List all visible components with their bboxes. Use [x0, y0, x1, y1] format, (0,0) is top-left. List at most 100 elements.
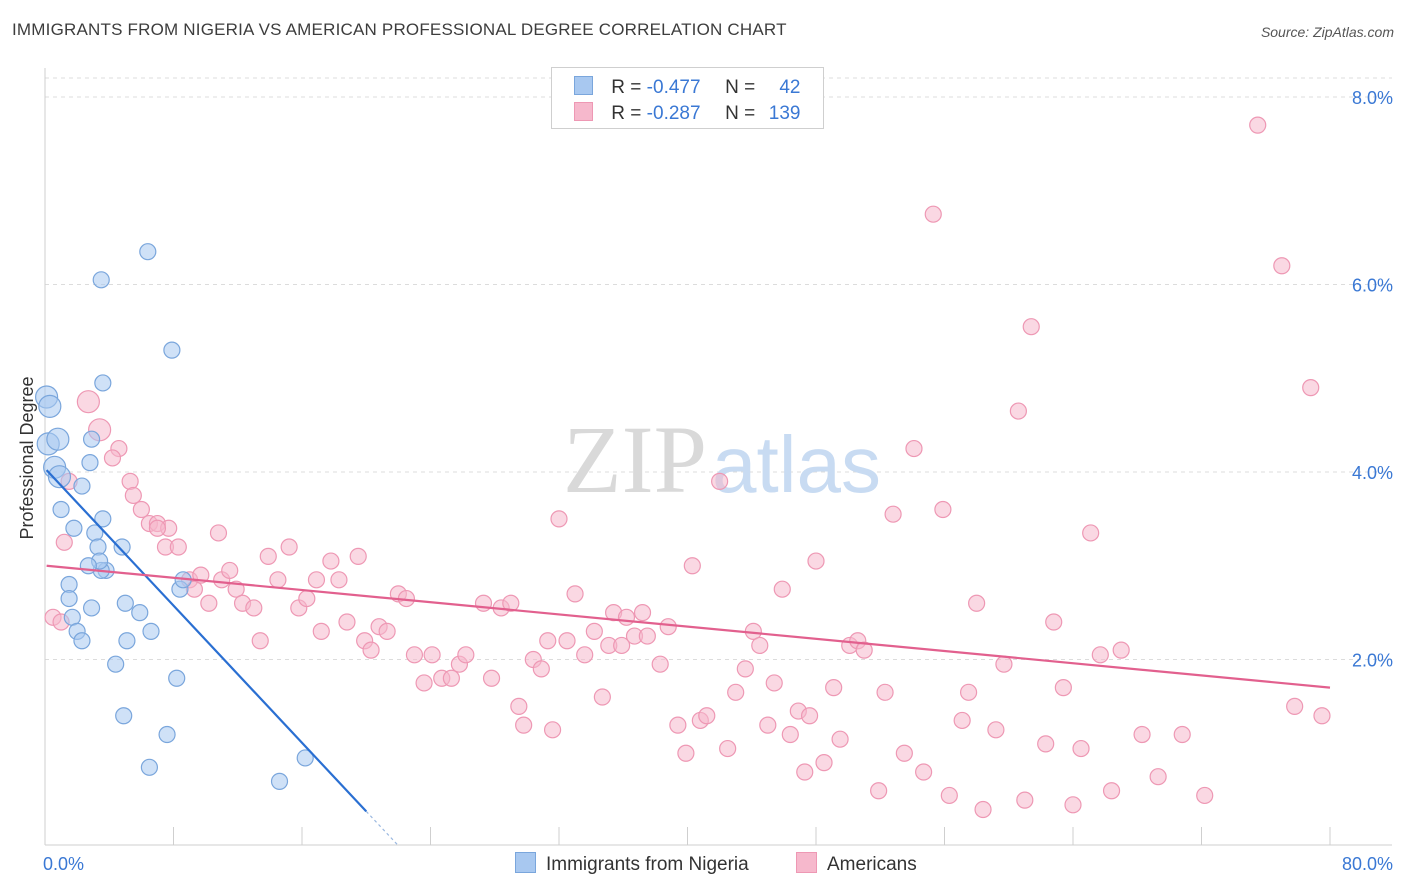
point-americans — [1302, 379, 1320, 397]
trend-line-nigeria — [45, 469, 368, 813]
point-americans — [1091, 646, 1109, 664]
point-nigeria — [131, 604, 149, 622]
legend-r-value: -0.287 — [646, 103, 701, 124]
point-americans — [442, 669, 460, 687]
trend-line-nigeria-extension — [365, 810, 399, 847]
legend-r-value: -0.477 — [646, 77, 701, 98]
point-americans — [1037, 735, 1055, 753]
point-americans — [349, 547, 367, 565]
point-americans — [1112, 641, 1130, 659]
point-americans — [550, 510, 568, 528]
trend-lines — [45, 469, 1331, 847]
point-americans — [124, 486, 142, 505]
point-americans — [1054, 679, 1072, 697]
point-americans — [543, 721, 562, 739]
point-americans — [924, 205, 942, 223]
point-americans — [987, 721, 1005, 739]
point-americans — [651, 655, 669, 673]
point-americans — [280, 538, 298, 556]
point-americans — [781, 725, 799, 744]
point-americans — [855, 641, 873, 659]
point-americans — [800, 707, 819, 725]
point-nigeria — [116, 594, 134, 612]
point-americans — [995, 655, 1013, 673]
legend-swatch-nigeria — [574, 76, 593, 95]
point-americans — [1149, 768, 1167, 786]
point-americans — [502, 594, 520, 612]
point-americans — [905, 439, 923, 458]
point-nigeria — [270, 772, 289, 790]
point-americans — [121, 472, 139, 490]
watermark-atlas: atlas — [712, 420, 881, 509]
point-americans — [727, 683, 745, 701]
legend-box: R = -0.477 N = 42 R = -0.287 N = 139 — [551, 67, 824, 129]
point-americans — [796, 763, 814, 781]
legend-r-label: R = — [611, 103, 642, 124]
point-americans — [510, 697, 528, 715]
point-nigeria — [94, 510, 112, 528]
legend-n-value: 139 — [768, 103, 801, 124]
point-americans — [1313, 707, 1331, 725]
point-nigeria — [113, 538, 131, 556]
watermark-zip: ZIP — [563, 406, 707, 513]
point-americans — [132, 500, 150, 519]
point-americans — [736, 660, 754, 678]
point-americans — [974, 800, 992, 819]
point-americans — [915, 763, 933, 781]
point-americans — [200, 594, 218, 612]
bottom-legend-label-nigeria: Immigrants from Nigeria — [546, 854, 749, 875]
point-americans — [876, 683, 894, 701]
point-americans — [405, 646, 424, 664]
point-nigeria — [60, 589, 78, 608]
point-nigeria — [94, 374, 112, 392]
point-nigeria — [139, 243, 157, 261]
point-americans — [55, 533, 73, 551]
point-americans — [1173, 725, 1191, 744]
y-tick-label: 2.0% — [1352, 651, 1393, 671]
point-americans — [884, 505, 902, 523]
point-nigeria — [52, 500, 70, 519]
point-americans — [940, 786, 958, 805]
point-nigeria — [47, 465, 72, 489]
point-nigeria — [118, 632, 136, 650]
point-americans — [959, 683, 978, 701]
point-americans — [103, 449, 122, 467]
point-americans — [169, 538, 187, 556]
point-americans — [378, 622, 396, 640]
point-americans — [934, 500, 952, 519]
point-americans — [1016, 791, 1034, 809]
point-nigeria — [107, 655, 125, 673]
point-americans — [251, 632, 269, 650]
point-nigeria — [163, 341, 181, 359]
point-americans — [585, 622, 603, 640]
point-americans — [245, 599, 263, 617]
point-americans — [825, 679, 843, 697]
point-nigeria — [168, 669, 186, 687]
bottom-legend-nigeria[interactable]: Immigrants from Nigeria — [515, 852, 749, 876]
point-americans — [558, 632, 576, 650]
point-nigeria — [73, 632, 91, 650]
point-americans — [765, 674, 783, 692]
point-americans — [330, 571, 348, 589]
point-americans — [1064, 796, 1082, 814]
point-americans — [1196, 786, 1214, 805]
point-americans — [322, 552, 340, 570]
point-nigeria — [89, 538, 107, 556]
point-americans — [677, 744, 695, 762]
legend-n-label: N = — [725, 103, 756, 124]
point-americans — [1082, 524, 1100, 542]
point-americans — [711, 472, 729, 490]
legend-row-americans: R = -0.287 N = 139 — [574, 102, 801, 124]
bottom-legend-label-americans: Americans — [827, 854, 917, 875]
bottom-legend-americans[interactable]: Americans — [796, 852, 917, 876]
legend-r-label: R = — [611, 77, 642, 98]
x-tick-label-min: 0.0% — [43, 854, 84, 874]
point-americans — [1102, 782, 1121, 800]
point-americans — [953, 711, 971, 730]
point-americans — [269, 571, 287, 589]
point-nigeria — [46, 427, 70, 451]
y-tick-label: 4.0% — [1352, 463, 1393, 483]
point-americans — [698, 707, 716, 725]
point-americans — [1133, 725, 1151, 744]
